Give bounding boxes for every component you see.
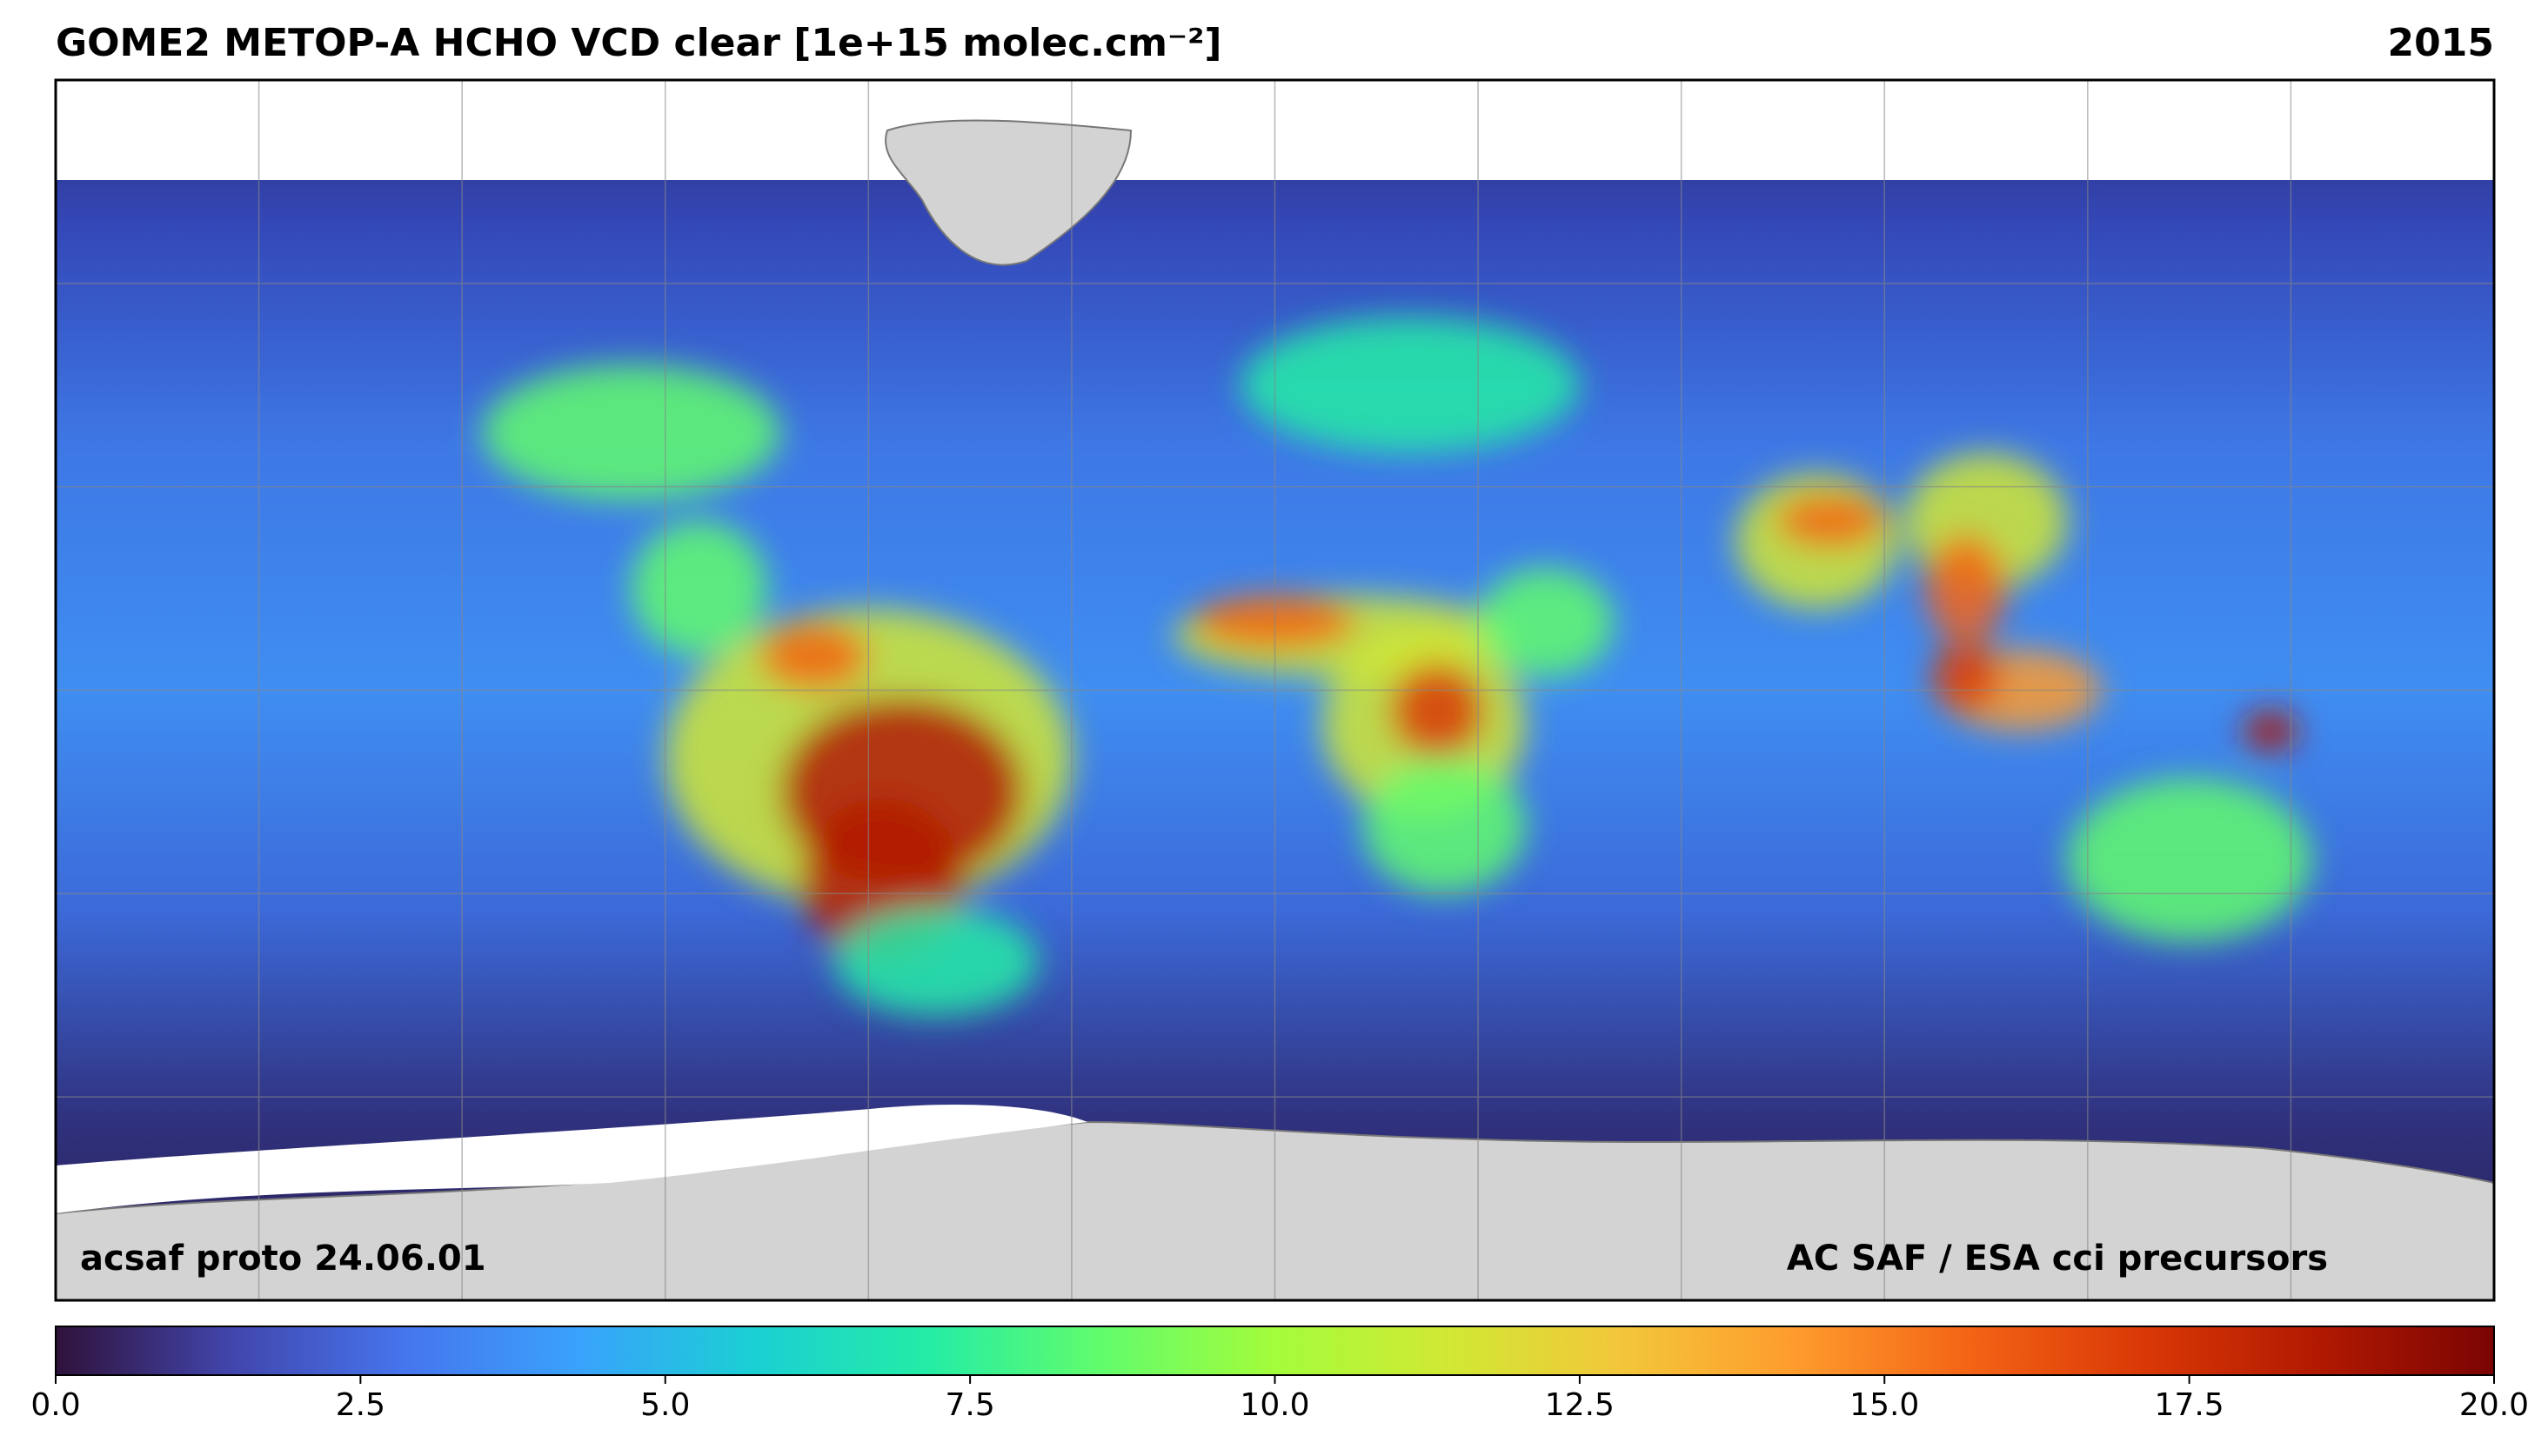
hcho-region xyxy=(1931,642,2000,711)
colorbar-ticks: 0.0 2.5 5.0 7.5 10.0 12.5 15.0 17.5 20.0 xyxy=(30,1375,2529,1423)
colorbar-tick-label: 7.5 xyxy=(945,1387,994,1423)
hcho-region xyxy=(482,364,781,501)
colorbar-tick-label: 2.5 xyxy=(336,1387,385,1423)
colorbar-tick-label: 0.0 xyxy=(30,1387,80,1423)
map-title: GOME2 METOP-A HCHO VCD clear [1e+15 mole… xyxy=(56,21,1222,65)
hcho-region xyxy=(631,520,767,657)
colorbar-tick-label: 5.0 xyxy=(640,1387,690,1423)
antarctic-nodata xyxy=(56,1105,1087,1213)
greenland xyxy=(885,119,1133,266)
version-label: acsaf proto 24.06.01 xyxy=(80,1239,486,1279)
hcho-region xyxy=(1389,663,1485,758)
credit-label: AC SAF / ESA cci precursors xyxy=(1787,1239,2328,1279)
hcho-region xyxy=(759,622,869,691)
colorbar-tick-label: 12.5 xyxy=(1545,1387,1615,1423)
colorbar-tick-label: 10.0 xyxy=(1240,1387,1309,1423)
colorbar-tick-label: 15.0 xyxy=(1849,1387,1919,1423)
hcho-region xyxy=(1241,317,1580,453)
hcho-region xyxy=(2243,710,2298,751)
hcho-region xyxy=(1478,568,1614,677)
hcho-region xyxy=(834,906,1038,1016)
hcho-region xyxy=(1362,758,1526,894)
map-area xyxy=(56,80,2494,1300)
colorbar xyxy=(55,1326,2495,1376)
hcho-region xyxy=(2067,778,2311,941)
colorbar-tick-label: 20.0 xyxy=(2459,1387,2529,1423)
graticule xyxy=(56,80,2494,1300)
hcho-region xyxy=(1776,493,1885,548)
map-frame xyxy=(54,78,2496,1302)
hcho-region xyxy=(1924,534,2007,643)
colorbar-tick-label: 17.5 xyxy=(2155,1387,2224,1423)
year-label: 2015 xyxy=(2388,21,2494,65)
